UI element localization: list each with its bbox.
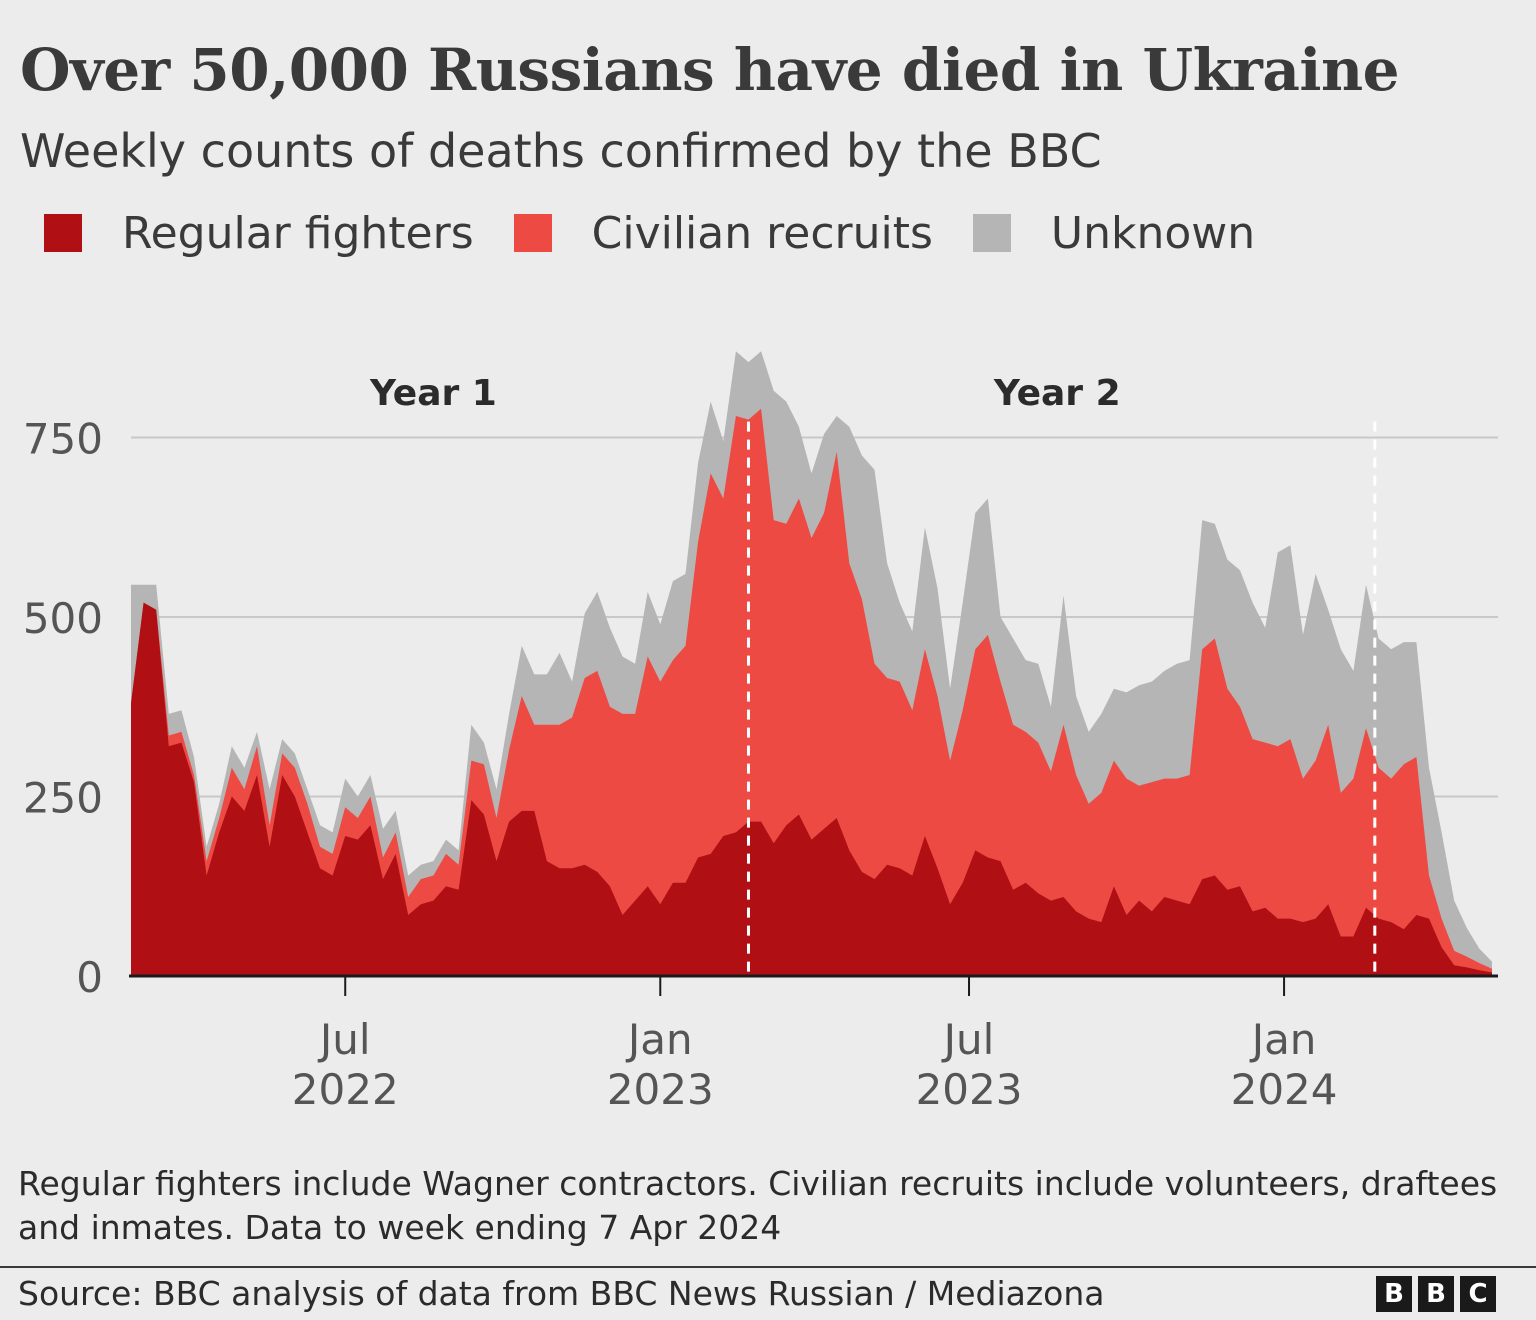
legend-swatch-unknown [972,214,1011,252]
annotation-1: Year 2 [993,373,1121,414]
x-tick-label-0-month: Jul [317,1015,371,1064]
legend-item-unknown: Unknown [972,207,1256,259]
x-tick-label-2-year: 2023 [916,1065,1023,1114]
legend-item-regular-fighters: Regular fighters [44,208,474,259]
x-tick-label-3-year: 2024 [1231,1065,1338,1114]
bbc-logo-block-1: B [1376,1276,1412,1312]
x-tick-label-1-month: Jan [625,1015,693,1064]
legend-swatch-civilian-recruits [513,214,552,252]
legend: Regular fighters Civilian recruits Unkno… [44,206,1295,260]
bbc-logo-block-3: C [1460,1276,1496,1312]
bbc-logo-block-2: B [1418,1276,1454,1312]
chart-subtitle: Weekly counts of deaths confirmed by the… [20,124,1102,178]
chart-note: Regular fighters include Wagner contract… [18,1164,1498,1247]
legend-swatch-regular-fighters [44,214,82,252]
area-regular-fighters [131,602,1492,976]
x-tick-label-2-month: Jul [941,1015,995,1064]
y-tick-label-500: 500 [23,594,103,643]
annotation-0: Year 1 [369,373,497,414]
area-chart: 0250500750Jul2022Jan2023Jul2023Jan2024Ye… [23,351,1498,1114]
x-tick-label-3-month: Jan [1249,1015,1317,1064]
x-tick-label-0-year: 2022 [292,1065,399,1114]
bbc-logo: B B C [1376,1276,1502,1312]
legend-label-civilian-recruits: Civilian recruits [591,207,933,259]
chart-title: Over 50,000 Russians have died in Ukrain… [20,36,1400,104]
y-tick-label-0: 0 [76,953,103,1002]
y-tick-label-250: 250 [23,774,103,823]
footer-divider [0,1266,1536,1268]
source-text: Source: BBC analysis of data from BBC Ne… [18,1274,1105,1313]
legend-item-civilian-recruits: Civilian recruits [513,207,933,259]
y-tick-label-750: 750 [23,415,103,464]
x-tick-label-1-year: 2023 [607,1065,714,1114]
legend-label-regular-fighters: Regular fighters [122,207,474,259]
legend-label-unknown: Unknown [1050,207,1256,259]
